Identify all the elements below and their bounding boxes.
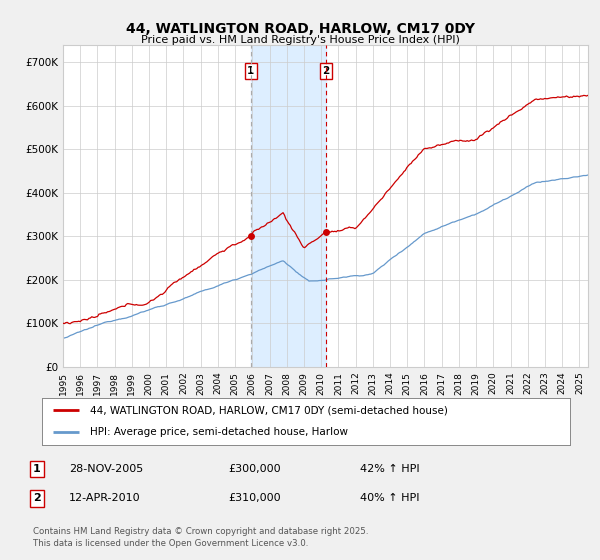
Text: Price paid vs. HM Land Registry's House Price Index (HPI): Price paid vs. HM Land Registry's House … bbox=[140, 35, 460, 45]
Text: 1: 1 bbox=[247, 66, 254, 76]
Text: £310,000: £310,000 bbox=[228, 493, 281, 503]
Text: 28-NOV-2005: 28-NOV-2005 bbox=[69, 464, 143, 474]
Text: 42% ↑ HPI: 42% ↑ HPI bbox=[360, 464, 419, 474]
Bar bbox=[251, 45, 326, 367]
Text: 40% ↑ HPI: 40% ↑ HPI bbox=[360, 493, 419, 503]
Text: 2: 2 bbox=[322, 66, 329, 76]
Text: 2: 2 bbox=[33, 493, 41, 503]
Text: 44, WATLINGTON ROAD, HARLOW, CM17 0DY: 44, WATLINGTON ROAD, HARLOW, CM17 0DY bbox=[125, 22, 475, 36]
Text: 44, WATLINGTON ROAD, HARLOW, CM17 0DY (semi-detached house): 44, WATLINGTON ROAD, HARLOW, CM17 0DY (s… bbox=[89, 405, 448, 416]
Text: HPI: Average price, semi-detached house, Harlow: HPI: Average price, semi-detached house,… bbox=[89, 427, 347, 437]
Text: 12-APR-2010: 12-APR-2010 bbox=[69, 493, 140, 503]
Text: 1: 1 bbox=[33, 464, 41, 474]
Text: Contains HM Land Registry data © Crown copyright and database right 2025.
This d: Contains HM Land Registry data © Crown c… bbox=[33, 527, 368, 548]
Text: £300,000: £300,000 bbox=[228, 464, 281, 474]
